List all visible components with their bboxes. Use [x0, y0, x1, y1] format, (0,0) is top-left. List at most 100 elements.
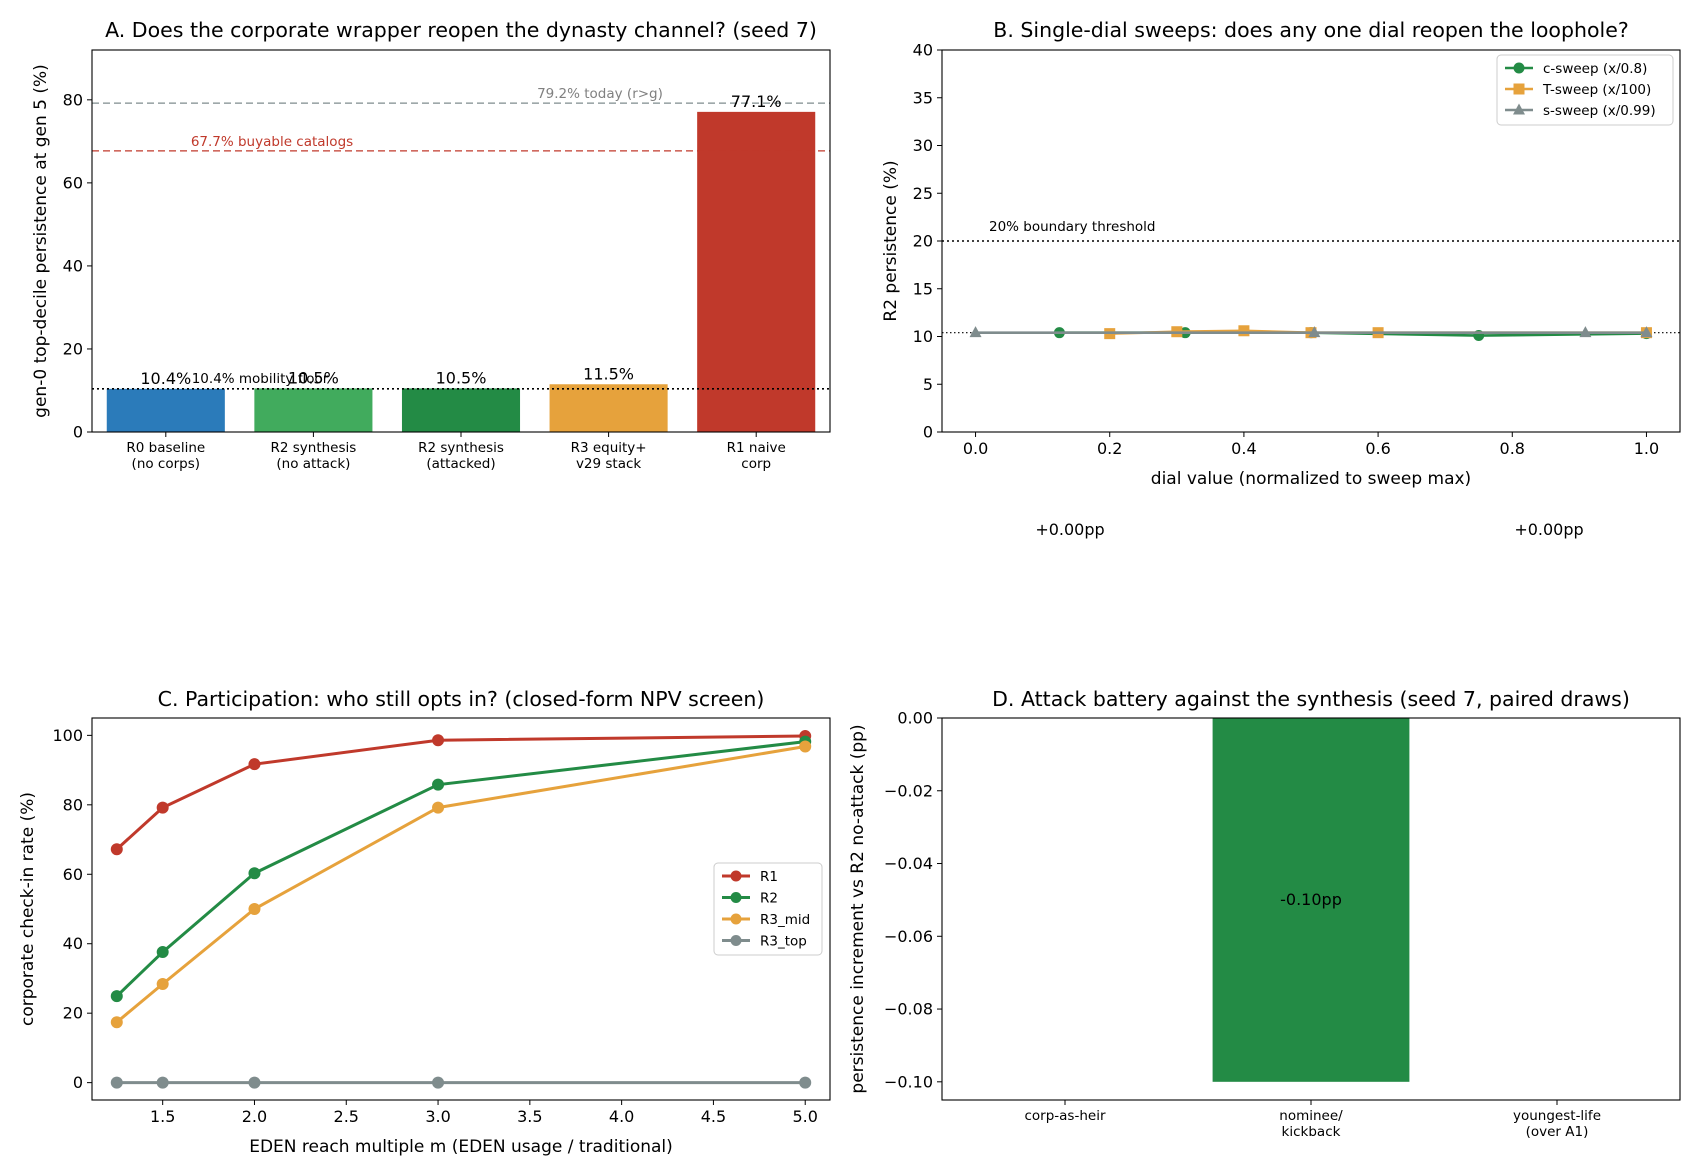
- reference-label: 67.7% buyable catalogs: [191, 134, 353, 150]
- series-R1: [110, 730, 812, 856]
- panel-c-ytick-label: 80: [63, 795, 83, 814]
- data-point: [156, 978, 169, 991]
- data-point: [248, 867, 261, 880]
- panel-c-ytick-label: 100: [52, 726, 83, 745]
- category-label: R3 equity+: [571, 440, 647, 456]
- bar: [254, 388, 373, 432]
- category-label: corp: [741, 456, 771, 472]
- category-label: nominee/: [1279, 1108, 1343, 1124]
- panel-c-xtick-label: 1.5: [150, 1107, 175, 1126]
- data-point: [248, 1076, 261, 1089]
- legend-entry: s-sweep (x/0.99): [1543, 103, 1656, 119]
- reference-label: 10.4% mobility floor: [192, 371, 329, 387]
- data-point: [110, 990, 123, 1003]
- category-label: (over A1): [1526, 1124, 1589, 1140]
- series-R3_mid: [110, 740, 812, 1029]
- panel-b-ytick-label: 20: [913, 232, 933, 251]
- panel-b-xtick-label: 0.6: [1365, 439, 1390, 458]
- data-point: [799, 1076, 812, 1089]
- panel-c-xtick-label: 3.0: [425, 1107, 450, 1126]
- series-circle: [1053, 327, 1652, 342]
- panel-b-xtick-label: 0.4: [1231, 439, 1256, 458]
- legend-entry: R3_top: [760, 934, 807, 950]
- legend-entry: R1: [760, 869, 778, 885]
- series-triangle: [969, 326, 1653, 338]
- panel-d-title: D. Attack battery against the synthesis …: [992, 687, 1630, 711]
- panel-b-legend: c-sweep (x/0.8) T-sweep (x/100) s-sweep (x…: [1496, 54, 1674, 126]
- panel-b-ytick-label: 30: [913, 136, 933, 155]
- data-label: 77.1%: [731, 92, 782, 111]
- data-point: [432, 778, 445, 791]
- bar: [106, 388, 225, 432]
- category-label: youngest-life: [1513, 1108, 1601, 1124]
- legend-marker: [730, 913, 742, 925]
- data-point: [248, 903, 261, 915]
- data-point: [432, 734, 445, 747]
- category-label: R1 naive: [727, 440, 786, 456]
- data-point: [432, 801, 445, 814]
- legend-marker: [730, 892, 742, 903]
- data-label: 11.5%: [583, 364, 634, 383]
- category-label: corp-as-heir: [1024, 1108, 1105, 1124]
- data-point: [432, 1076, 445, 1089]
- data-point: [156, 1076, 169, 1089]
- data-label: -0.10pp: [1280, 890, 1342, 909]
- bar: [549, 384, 668, 432]
- category-label: R2 synthesis: [418, 440, 504, 456]
- data-point: [1640, 326, 1653, 338]
- legend-marker: [1513, 83, 1525, 95]
- panel-b-xtick-label: 0.0: [963, 439, 988, 458]
- category-label: kickback: [1282, 1124, 1341, 1140]
- legend-marker: [1513, 103, 1525, 115]
- data-point: [110, 1076, 123, 1089]
- panel-d-ylabel: persistence increment vs R2 no-attack (p…: [848, 724, 868, 1093]
- category-label: (attacked): [426, 456, 495, 472]
- panel-c-ytick-label: 40: [63, 934, 83, 953]
- bar: [1212, 718, 1410, 1082]
- panel-c-xtick-label: 5.0: [792, 1107, 817, 1126]
- panel-a: A. Does the corporate wrapper reopen the…: [31, 18, 831, 472]
- panel-b-ytick-label: 25: [913, 184, 933, 203]
- data-point: [1238, 325, 1250, 337]
- panel-b-xtick-label: 0.8: [1500, 439, 1525, 458]
- panel-c-xtick-label: 4.5: [701, 1107, 726, 1126]
- data-label: 10.5%: [436, 368, 487, 387]
- annotation: +0.00pp: [1035, 520, 1104, 539]
- data-point: [969, 326, 982, 338]
- data-label: 10.4%: [140, 369, 191, 388]
- bar: [697, 111, 816, 432]
- panel-c-frame: [91, 717, 831, 1101]
- data-point: [799, 740, 812, 753]
- panel-d-ytick-label: −0.04: [884, 854, 933, 873]
- legend-entry: T-sweep (x/100): [1542, 82, 1651, 98]
- panel-a-ytick-label: 80: [63, 90, 83, 109]
- legend-box: [713, 862, 823, 956]
- reference-label: 20% boundary threshold: [989, 219, 1156, 235]
- panel-b-ytick-label: 15: [913, 279, 933, 298]
- panel-b-ytick-label: 5: [923, 375, 933, 394]
- series-R3_top: [110, 1076, 812, 1089]
- category-label: R0 baseline: [126, 440, 205, 456]
- data-label: 10.5%: [288, 368, 339, 387]
- panel-b-ytick-label: 40: [913, 41, 933, 60]
- panel-c-legend: R1 R2 R3_mid R3_top: [713, 862, 823, 956]
- panel-c-title: C. Participation: who still opts in? (cl…: [158, 687, 765, 711]
- data-point: [248, 758, 261, 771]
- panel-d-ytick-label: −0.08: [884, 1000, 933, 1019]
- panel-b-ylabel: R2 persistence (%): [881, 160, 901, 321]
- panel-d-ytick-label: −0.06: [884, 927, 933, 946]
- legend-entry: R2: [760, 891, 778, 907]
- panel-b: B. Single-dial sweeps: does any one dial…: [881, 18, 1681, 539]
- panel-a-title: A. Does the corporate wrapper reopen the…: [105, 18, 817, 42]
- panel-b-ytick-label: 0: [923, 423, 933, 442]
- panel-b-ytick-label: 35: [913, 88, 933, 107]
- panel-c-xtick-label: 2.5: [334, 1107, 359, 1126]
- panel-a-ytick-label: 0: [73, 423, 83, 442]
- panel-b-xtick-label: 0.2: [1097, 439, 1122, 458]
- data-point: [1579, 326, 1592, 338]
- category-label: (no corps): [132, 456, 200, 472]
- panel-c-xtick-label: 2.0: [242, 1107, 267, 1126]
- legend-entry: c-sweep (x/0.8): [1543, 61, 1647, 77]
- panel-c-ylabel: corporate check-in rate (%): [18, 792, 38, 1026]
- panel-b-ytick-label: 10: [913, 327, 933, 346]
